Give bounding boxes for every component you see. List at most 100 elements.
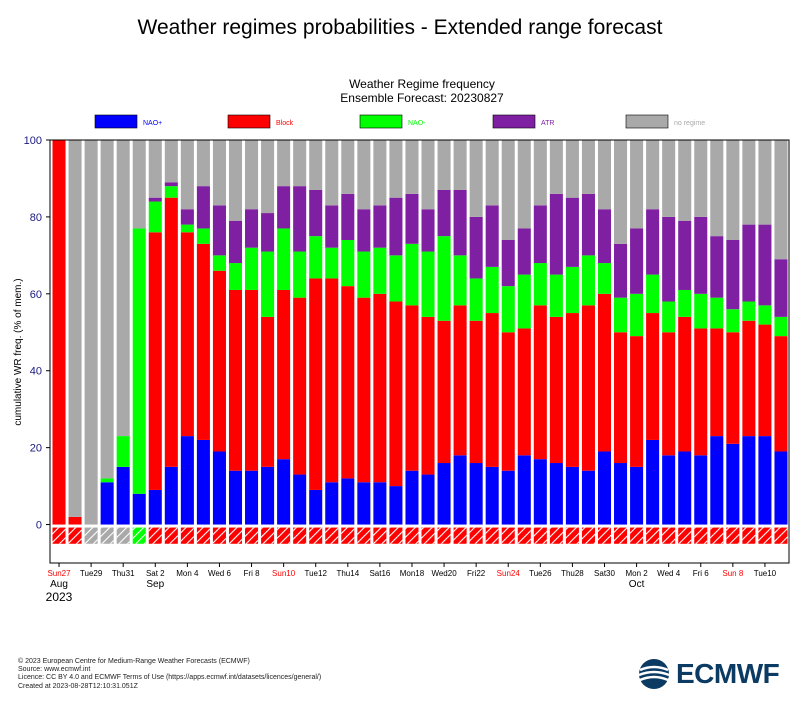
legend-swatch-noregime [625, 114, 669, 129]
bar-nao-28 [501, 470, 515, 525]
bar-atr-13 [261, 213, 275, 252]
chart-subtitle: Ensemble Forecast: 20230827 [340, 91, 504, 105]
bar-atr-24 [437, 189, 451, 237]
x-axis-labels: Sun27 Tue29 Thu31 Sat 2 Mon 4 Wed 6 Fri 8 Sun10… [46, 563, 777, 604]
bar-nao-35 [614, 463, 628, 525]
bar-nao-17 [325, 482, 339, 525]
bar-nao-30 [533, 459, 547, 525]
bar-block-0 [52, 140, 66, 525]
bar-nao-39 [678, 451, 692, 525]
strip-hatch-45 [774, 527, 788, 544]
bar-nao-42 [726, 443, 740, 525]
x-tick-label-28: Sun24 [497, 569, 521, 578]
strip-hatch-7 [164, 527, 178, 544]
bar-nao-16 [309, 489, 323, 525]
bar-block-9 [196, 243, 210, 440]
x-tick-label-38: Wed 4 [657, 569, 681, 578]
bar-nao-17 [325, 247, 339, 279]
bar-noregime-30 [533, 140, 547, 206]
bar-block-10 [212, 270, 226, 452]
strip-hatch-35 [614, 527, 628, 544]
bar-nao-26 [469, 463, 483, 525]
bar-block-24 [437, 320, 451, 464]
bar-block-45 [774, 336, 788, 452]
bar-nao-33 [581, 470, 595, 525]
bar-nao-27 [485, 466, 499, 525]
ecmwf-logo[interactable]: ECMWF [634, 654, 794, 694]
bar-atr-19 [357, 209, 371, 252]
bar-block-26 [469, 320, 483, 464]
bar-nao-32 [565, 266, 579, 314]
bar-atr-22 [405, 193, 419, 244]
ecmwf-logo-text: ECMWF [676, 658, 780, 689]
bar-nao-40 [694, 455, 708, 525]
legend-label-atr: ATR [541, 120, 554, 127]
bar-atr-11 [228, 220, 243, 264]
bar-noregime-32 [565, 140, 579, 198]
bar-noregime-39 [678, 140, 692, 221]
strip-hatch-19 [357, 527, 371, 544]
bar-atr-12 [245, 209, 259, 248]
x-tick-label-26: Fri22 [467, 569, 486, 578]
x-tick-label-14: Sun10 [272, 569, 296, 578]
y-tick-label-0: 0 [36, 520, 42, 532]
strip-hatch-33 [581, 527, 595, 544]
bar-nao-12 [245, 470, 259, 525]
bar-noregime-19 [357, 140, 371, 210]
bar-noregime-43 [742, 140, 756, 225]
strip-hatch-10 [212, 527, 226, 544]
bar-atr-16 [309, 189, 323, 237]
x-tick-label-16: Tue12 [305, 569, 328, 578]
x-tick-label-44: Tue10 [754, 569, 777, 578]
bar-atr-29 [517, 228, 531, 275]
bar-block-15 [293, 297, 307, 475]
x-tick-label-2: Tue29 [80, 569, 103, 578]
footer-source: Source: www.ecmwf.int [18, 666, 91, 674]
bar-nao-19 [357, 251, 371, 298]
bar-noregime-6 [148, 140, 162, 198]
bar-block-38 [662, 332, 676, 456]
bar-nao-15 [293, 251, 307, 298]
strip-hatch-6 [148, 527, 162, 544]
bar-nao-43 [742, 301, 756, 321]
strip-hatch-38 [662, 527, 676, 544]
bar-noregime-7 [164, 140, 178, 183]
bar-atr-45 [774, 259, 788, 317]
bar-block-33 [581, 305, 595, 471]
bar-atr-10 [212, 205, 226, 256]
strip-hatch-20 [373, 527, 387, 544]
bar-noregime-8 [180, 140, 194, 210]
y-axis-label: cumulative WR freq. (% of mem.) [13, 278, 24, 425]
legend-label-nao: NAO- [408, 120, 426, 127]
bar-atr-33 [581, 193, 595, 256]
month-label-sep: Sep [146, 579, 164, 590]
bar-nao-18 [341, 478, 355, 525]
bar-nao-27 [485, 266, 499, 314]
legend-label-nao: NAO+ [143, 120, 162, 127]
strip-hatch-16 [309, 527, 323, 544]
bar-atr-40 [694, 216, 708, 294]
bar-nao-45 [774, 451, 788, 525]
footer: © 2023 European Centre for Medium-Range … [18, 658, 321, 691]
bar-block-17 [325, 278, 339, 483]
bar-noregime-1 [68, 140, 82, 517]
bar-block-13 [261, 316, 275, 467]
bar-nao-22 [405, 243, 419, 306]
bar-nao-20 [373, 247, 387, 294]
bar-noregime-45 [774, 140, 788, 260]
bar-nao-45 [774, 316, 788, 337]
bar-noregime-4 [116, 140, 130, 437]
legend-swatch-block [227, 114, 271, 129]
bar-block-21 [389, 301, 403, 487]
bar-atr-15 [293, 186, 307, 252]
bar-nao-38 [662, 301, 676, 333]
bar-noregime-36 [630, 140, 644, 229]
bar-noregime-25 [453, 140, 467, 190]
bar-nao-21 [389, 486, 403, 525]
bar-nao-21 [389, 255, 403, 302]
bar-block-8 [180, 232, 194, 437]
bar-block-36 [630, 336, 644, 467]
x-tick-label-24: Wed20 [431, 569, 457, 578]
ecmwf-globe-icon [638, 659, 670, 689]
bars-group [52, 140, 788, 525]
